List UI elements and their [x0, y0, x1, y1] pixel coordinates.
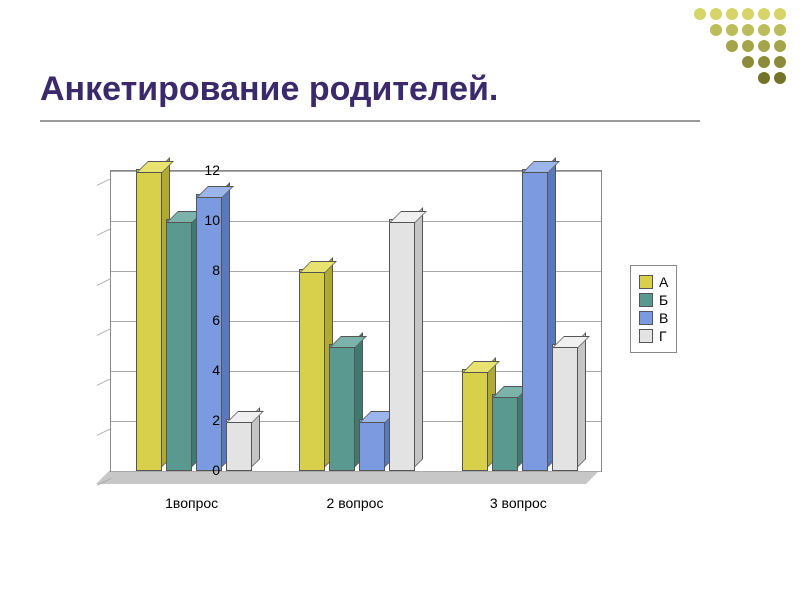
decorative-dots	[694, 8, 786, 84]
bar-front	[552, 344, 578, 471]
bar-group	[299, 171, 413, 471]
bar	[299, 271, 323, 471]
y-tick-label: 4	[180, 362, 220, 378]
legend-swatch	[639, 275, 653, 289]
legend-swatch	[639, 311, 653, 325]
x-tick-label: 3 вопрос	[490, 495, 547, 511]
y-tick-label: 0	[180, 462, 220, 478]
bar-front	[492, 394, 518, 471]
dot	[758, 56, 770, 68]
dot	[726, 40, 738, 52]
bar-front	[359, 419, 385, 471]
legend-item: Б	[639, 292, 668, 308]
bar	[196, 196, 220, 471]
dot	[758, 8, 770, 20]
legend-label: В	[659, 310, 668, 326]
bar	[166, 221, 190, 471]
y-tick-label: 6	[180, 312, 220, 328]
bar	[329, 346, 353, 471]
bar	[522, 171, 546, 471]
bar	[226, 421, 250, 471]
bar	[552, 346, 576, 471]
bar-front	[136, 169, 162, 471]
bar	[136, 171, 160, 471]
slide: Анкетирование родителей. 0 2 4 6 8 10 12 1вопр…	[0, 0, 800, 600]
x-tick-label: 1вопрос	[165, 495, 218, 511]
legend-label: Б	[659, 292, 668, 308]
dot	[774, 24, 786, 36]
legend-swatch	[639, 329, 653, 343]
legend-item: Г	[639, 328, 668, 344]
bar-front	[299, 269, 325, 471]
bar-front	[389, 219, 415, 471]
bar-front	[462, 369, 488, 471]
y-tick-label: 12	[180, 162, 220, 178]
dot	[710, 8, 722, 20]
dot	[774, 40, 786, 52]
legend-label: Г	[659, 328, 667, 344]
bar	[389, 221, 413, 471]
legend-label: А	[659, 274, 668, 290]
dot	[774, 8, 786, 20]
dot	[742, 24, 754, 36]
dot	[694, 8, 706, 20]
dot	[710, 24, 722, 36]
bar-front	[522, 169, 548, 471]
dot	[742, 40, 754, 52]
bar-front	[226, 419, 252, 471]
bar-group	[462, 171, 576, 471]
x-tick-label: 2 вопрос	[327, 495, 384, 511]
bar-front	[196, 194, 222, 471]
dot	[742, 56, 754, 68]
bar	[492, 396, 516, 471]
title-divider	[40, 120, 700, 122]
legend-item: А	[639, 274, 668, 290]
bar	[359, 421, 383, 471]
bar-front	[329, 344, 355, 471]
y-tick-label: 2	[180, 412, 220, 428]
dot	[742, 8, 754, 20]
chart-legend: АБВГ	[630, 265, 677, 353]
legend-item: В	[639, 310, 668, 326]
dot	[774, 56, 786, 68]
survey-chart: 0 2 4 6 8 10 12 1вопрос 2 вопрос 3 вопрос АБВГ	[70, 160, 720, 520]
dot	[774, 72, 786, 84]
bar	[462, 371, 486, 471]
legend-swatch	[639, 293, 653, 307]
page-title: Анкетирование родителей.	[40, 70, 498, 109]
dot	[726, 24, 738, 36]
dot	[758, 24, 770, 36]
dot	[726, 8, 738, 20]
y-tick-label: 8	[180, 262, 220, 278]
dot	[758, 72, 770, 84]
dot	[758, 40, 770, 52]
bar-front	[166, 219, 192, 471]
y-tick-label: 10	[180, 212, 220, 228]
chart-floor	[96, 470, 600, 484]
